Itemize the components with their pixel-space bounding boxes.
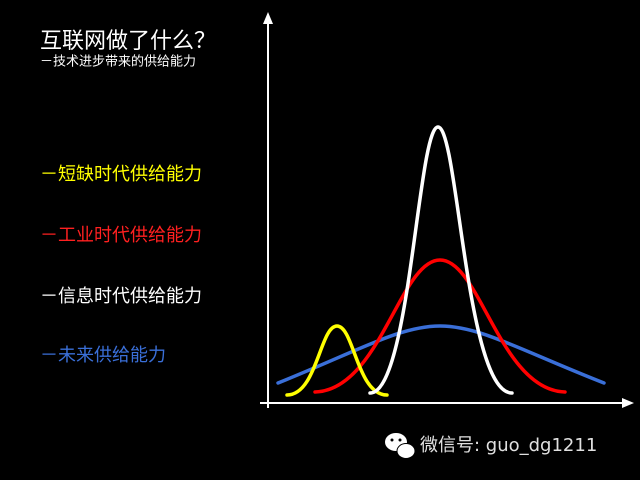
title: 互联网做了什么？ bbox=[40, 29, 216, 54]
curves bbox=[276, 125, 606, 397]
wechat-icon bbox=[385, 433, 416, 459]
arrow-head bbox=[263, 12, 273, 24]
legend-item: －工业时代供给能力 bbox=[40, 225, 202, 246]
legend-item: －短缺时代供给能力 bbox=[40, 164, 202, 185]
axes bbox=[260, 16, 630, 408]
curve-industrial bbox=[313, 258, 567, 394]
curve-future bbox=[276, 324, 606, 385]
legend-item: －未来供给能力 bbox=[40, 345, 166, 366]
curve-shortage bbox=[285, 324, 389, 397]
arrow-head bbox=[622, 398, 634, 408]
subtitle: －技术进步带来的供给能力 bbox=[40, 54, 196, 70]
curve-information bbox=[368, 125, 514, 395]
legend-item: －信息时代供给能力 bbox=[40, 286, 202, 307]
watermark: 微信号: guo_dg1211 bbox=[420, 435, 597, 456]
